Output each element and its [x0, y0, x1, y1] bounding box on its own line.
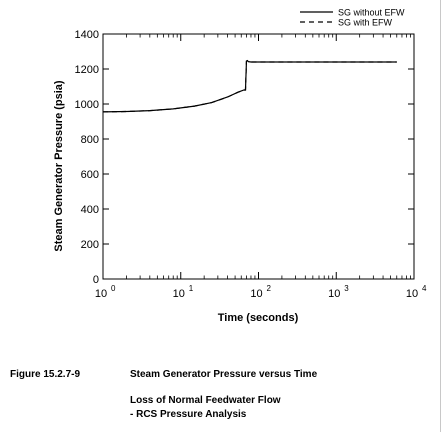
y-tick-label: 1000: [75, 99, 99, 111]
y-tick-label: 0: [93, 274, 99, 286]
x-tick-exponent: 0: [111, 284, 116, 293]
x-tick-exponent: 2: [267, 284, 272, 293]
figure-subtitle-line-2: - RCS Pressure Analysis: [130, 409, 247, 420]
series-line-1: [102, 59, 397, 113]
legend-label-2: SG with EFW: [338, 18, 393, 28]
x-tick-label: 10: [406, 288, 418, 300]
y-axis-label: Steam Generator Pressure (psia): [53, 80, 65, 252]
legend-label-1: SG without EFW: [338, 8, 405, 18]
series-line-2: [102, 59, 397, 113]
figure-title: Steam Generator Pressure versus Time: [130, 369, 318, 380]
x-tick-exponent: 3: [344, 284, 349, 293]
figure-subtitle-line-1: Loss of Normal Feedwater Flow: [130, 395, 281, 406]
y-tick-label: 1400: [75, 29, 99, 41]
x-tick-label: 10: [95, 288, 107, 300]
x-tick-label: 10: [328, 288, 340, 300]
y-tick-label: 200: [81, 239, 99, 251]
x-tick-exponent: 4: [422, 284, 427, 293]
x-tick-label: 10: [250, 288, 262, 300]
x-axis-label: Time (seconds): [218, 312, 299, 324]
y-tick-label: 400: [81, 204, 99, 216]
y-tick-label: 1200: [75, 64, 99, 76]
x-tick-exponent: 1: [189, 284, 194, 293]
figure-number: Figure 15.2.7-9: [10, 369, 81, 380]
plot-frame: [102, 33, 415, 280]
x-tick-label: 10: [173, 288, 185, 300]
page-edge-rule: [440, 0, 441, 432]
y-tick-label: 800: [81, 134, 99, 146]
y-tick-label: 600: [81, 169, 99, 181]
